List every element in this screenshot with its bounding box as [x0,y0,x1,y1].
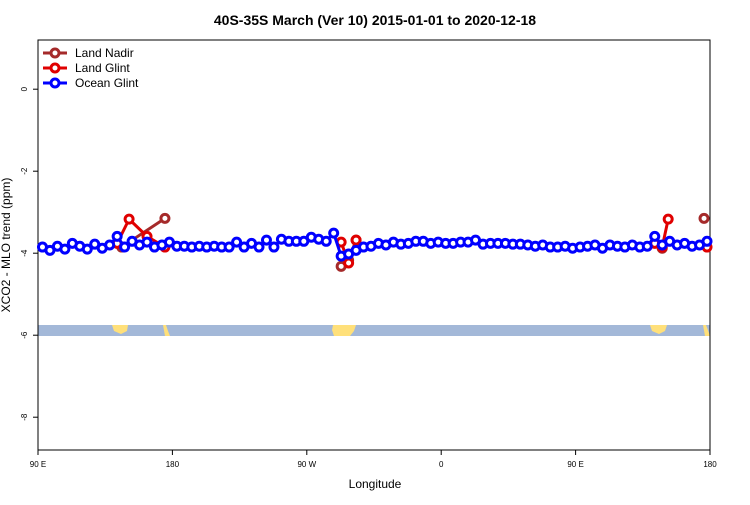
data-point [123,213,135,225]
y-axis-label: XCO2 - MLO trend (ppm) [0,178,13,313]
data-point [253,241,265,253]
data-point [111,230,123,242]
legend-marker [49,77,61,89]
data-point [662,213,674,225]
ocean-band [38,325,710,336]
data-point [698,212,710,224]
land-shape [332,325,356,336]
land-shape [163,325,170,336]
legend-label: Land Glint [75,61,130,75]
data-point [328,227,340,239]
data-point [649,230,661,242]
data-point [343,257,355,269]
x-tick-label: 180 [166,460,180,469]
data-point [159,212,171,224]
y-tick-label: -4 [20,249,29,257]
data-point [141,236,153,248]
y-tick-label: -6 [20,331,29,339]
y-tick-label: -2 [20,167,29,175]
data-point [260,234,272,246]
data-point [701,235,713,247]
data-point [641,240,653,252]
data-point [268,241,280,253]
legend-label: Ocean Glint [75,76,139,90]
data-point [231,236,243,248]
data-point [81,243,93,255]
land-shape [112,325,128,334]
legend-label: Land Nadir [75,46,134,60]
x-axis-label: Longitude [349,477,402,491]
data-point [350,234,362,246]
legend-marker [49,62,61,74]
x-tick-label: 90 E [30,460,46,469]
land-shape [703,325,710,336]
y-tick-label: -8 [20,413,29,421]
data-point [320,235,332,247]
chart-title: 40S-35S March (Ver 10) 2015-01-01 to 202… [214,12,536,28]
data-point [119,241,131,253]
land-shape [650,325,667,334]
data-point [59,243,71,255]
y-tick-label: 0 [20,86,29,91]
legend-marker [49,47,61,59]
x-tick-label: 90 E [567,460,583,469]
x-tick-label: 0 [439,460,444,469]
x-tick-label: 90 W [297,460,316,469]
x-tick-label: 180 [703,460,717,469]
data-point [104,239,116,251]
data-point [223,241,235,253]
land-strip [38,325,710,336]
